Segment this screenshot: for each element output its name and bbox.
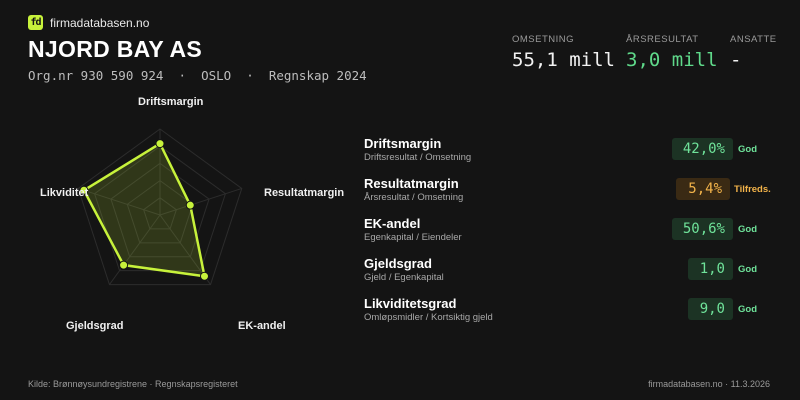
metric-status: Tilfreds. [734, 184, 771, 195]
metric-row: Driftsmargin Driftsresultat / Omsetning … [364, 136, 784, 176]
metric-name: Gjeldsgrad [364, 256, 432, 271]
metric-status: God [738, 264, 757, 275]
metric-row: Likviditetsgrad Omløpsmidler / Kortsikti… [364, 296, 784, 336]
metric-formula: Årsresultat / Omsetning [364, 192, 464, 203]
kpi-arsresultat-value: 3,0 mill [626, 49, 718, 71]
metric-row: Gjeldsgrad Gjeld / Egenkapital 1,0 God [364, 256, 784, 296]
metric-formula: Driftsresultat / Omsetning [364, 152, 472, 163]
metric-name: EK-andel [364, 216, 421, 231]
radar-grid-ring [93, 145, 227, 272]
metric-formula: Omløpsmidler / Kortsiktig gjeld [364, 312, 493, 323]
kpi-omsetning-label: OMSETNING [512, 34, 575, 45]
metric-row: EK-andel Egenkapital / Eiendeler 50,6% G… [364, 216, 784, 256]
kpi-omsetning-value: 55,1 mill [512, 49, 615, 71]
radar-grid-spoke [159, 214, 211, 285]
metric-status: God [738, 304, 757, 315]
radar-point [185, 200, 195, 210]
radar-series-area [82, 142, 206, 278]
radar-grid-ring [143, 197, 177, 230]
kpi-omsetning: OMSETNING 55,1 mill [512, 34, 615, 71]
metric-name: Driftsmargin [364, 136, 442, 151]
radar-grid-ring [110, 162, 210, 258]
radar-point [119, 260, 129, 270]
brand-logo: fd firmadatabasen.no [28, 15, 149, 30]
radar-label-resultatmargin: Resultatmargin [264, 187, 345, 199]
kpi-arsresultat: ÅRSRESULTAT 3,0 mill [626, 34, 718, 71]
metric-value: 42,0% [672, 138, 733, 160]
metric-value: 5,4% [676, 178, 730, 200]
company-name: NJORD BAY AS [28, 36, 203, 62]
metric-formula: Gjeld / Egenkapital [364, 272, 444, 283]
radar-grid-ring [77, 128, 243, 286]
footer-source: Kilde: Brønnøysundregistrene · Regnskaps… [28, 379, 238, 389]
radar-label-ek-andel: EK-andel [238, 320, 286, 332]
metric-value: 50,6% [672, 218, 733, 240]
metric-status: God [738, 224, 757, 235]
metric-value: 1,0 [688, 258, 733, 280]
footer-site: firmadatabasen.no · 11.3.2026 [648, 379, 770, 389]
radar-point [155, 139, 165, 149]
radar-grid-spoke [78, 187, 161, 216]
radar-grid-spoke [109, 214, 161, 285]
metric-formula: Egenkapital / Eiendeler [364, 232, 462, 243]
radar-point [199, 271, 209, 281]
metric-name: Resultatmargin [364, 176, 459, 191]
logo-text: firmadatabasen.no [50, 15, 150, 30]
metric-value: 9,0 [688, 298, 733, 320]
kpi-arsresultat-label: ÅRSRESULTAT [626, 34, 699, 45]
logo-mark-icon: fd [28, 15, 43, 30]
company-meta: Org.nr 930 590 924 · OSLO · Regnskap 202… [28, 68, 367, 83]
radar-label-likviditet: Likviditet [40, 187, 89, 199]
radar-label-driftsmargin: Driftsmargin [138, 96, 204, 108]
radar-label-gjeldsgrad: Gjeldsgrad [66, 320, 124, 332]
kpi-ansatte: ANSATTE - [730, 34, 777, 71]
radar-grid-spoke [159, 187, 242, 216]
metric-row: Resultatmargin Årsresultat / Omsetning 5… [364, 176, 784, 216]
kpi-ansatte-label: ANSATTE [730, 34, 777, 45]
metric-status: God [738, 144, 757, 155]
kpi-ansatte-value: - [730, 49, 742, 71]
metric-name: Likviditetsgrad [364, 296, 457, 311]
radar-grid-ring [126, 179, 194, 244]
